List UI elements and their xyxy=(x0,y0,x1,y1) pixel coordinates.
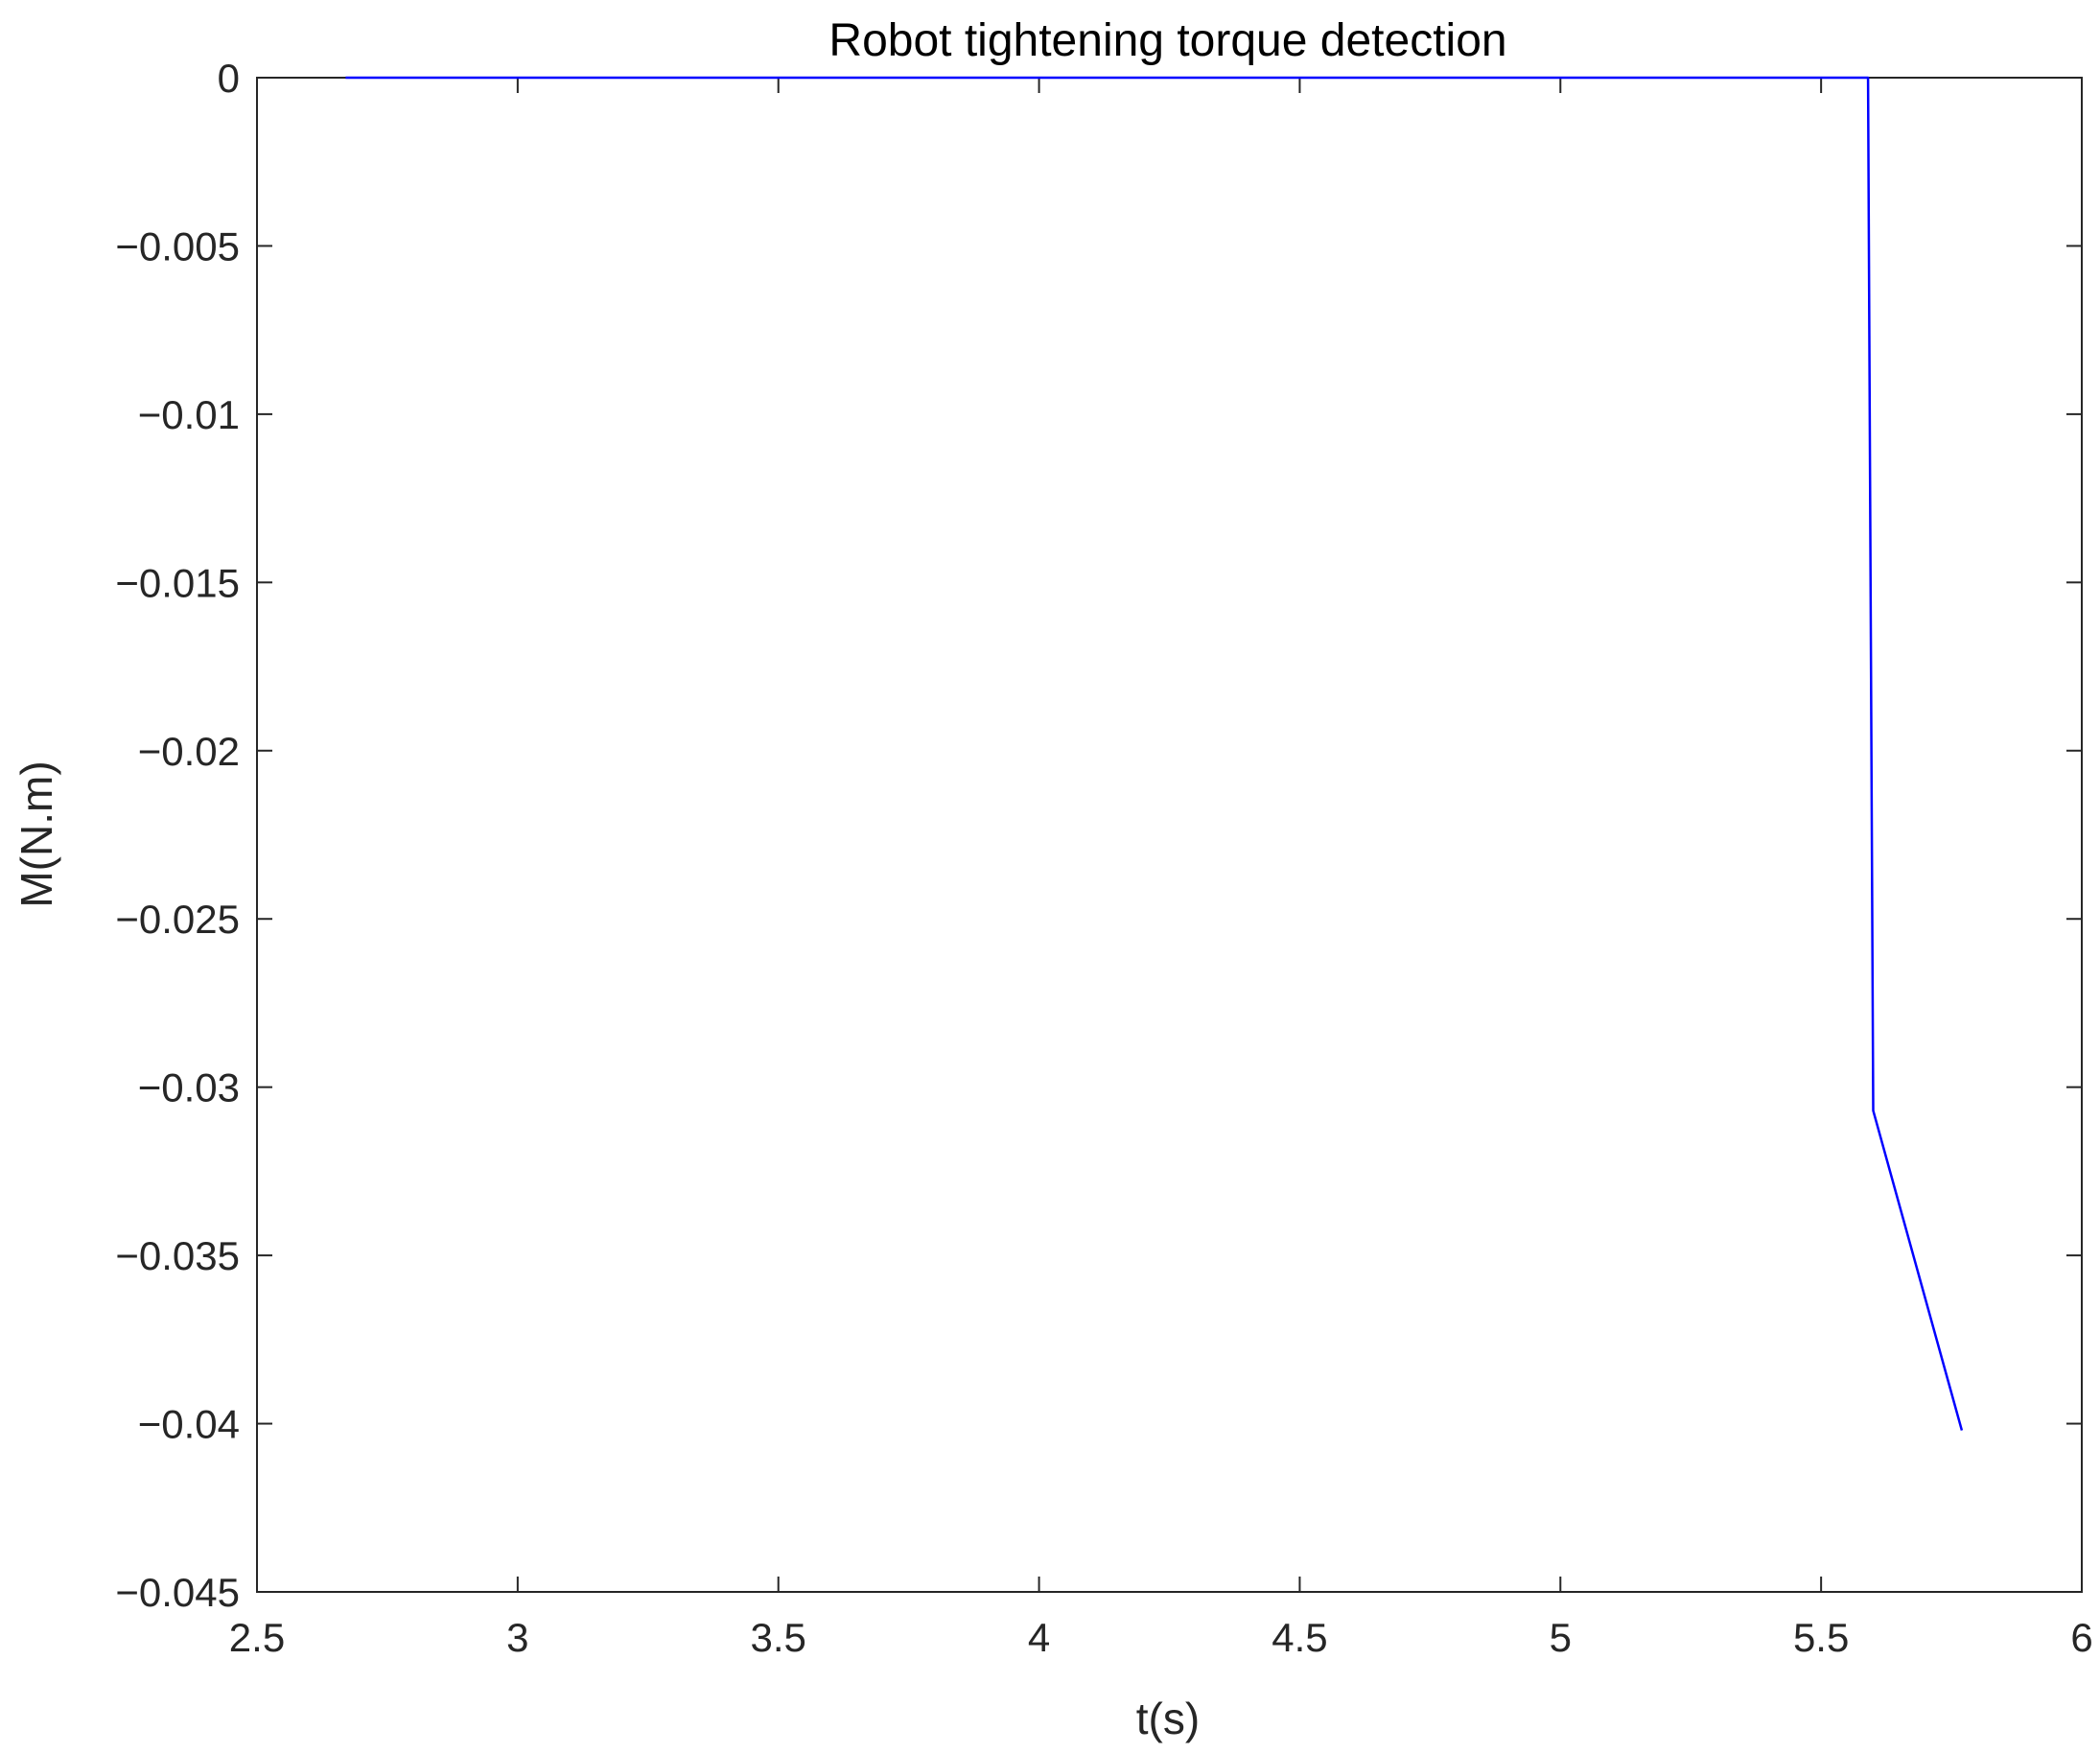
x-axis-tick-labels: 2.5 3 3.5 4 4.5 5 5.5 6 xyxy=(229,1615,2093,1660)
y-tick-label: −0.01 xyxy=(138,392,240,437)
y-tick-label: −0.035 xyxy=(115,1233,240,1278)
y-tick-label: −0.015 xyxy=(115,560,240,605)
y-tick-label: −0.04 xyxy=(138,1402,240,1447)
chart-title: Robot tightening torque detection xyxy=(828,15,1506,66)
x-tick-label: 4.5 xyxy=(1272,1615,1327,1660)
x-axis-label: t(s) xyxy=(1136,1694,1200,1743)
x-tick-label: 5 xyxy=(1550,1615,1572,1660)
y-tick-label: −0.005 xyxy=(115,223,240,269)
x-tick-label: 4 xyxy=(1028,1615,1050,1660)
y-axis-tick-labels: 0 −0.005 −0.01 −0.015 −0.02 −0.025 −0.03 −0.035… xyxy=(115,56,240,1615)
x-tick-label: 3 xyxy=(506,1615,528,1660)
axis-ticks xyxy=(256,77,2083,1593)
series-line xyxy=(345,76,1964,1431)
plot-area xyxy=(256,77,2083,1593)
y-tick-label: −0.045 xyxy=(115,1570,240,1615)
x-tick-label: 3.5 xyxy=(751,1615,806,1660)
series-layer xyxy=(345,76,1964,1431)
y-tick-label: −0.025 xyxy=(115,897,240,942)
y-tick-label: −0.02 xyxy=(138,729,240,774)
y-tick-label: 0 xyxy=(218,56,240,101)
x-tick-label: 2.5 xyxy=(229,1615,285,1660)
x-tick-label: 6 xyxy=(2070,1615,2092,1660)
y-tick-label: −0.03 xyxy=(138,1065,240,1110)
y-axis-label: M(N.m) xyxy=(12,760,61,907)
x-tick-label: 5.5 xyxy=(1793,1615,1849,1660)
